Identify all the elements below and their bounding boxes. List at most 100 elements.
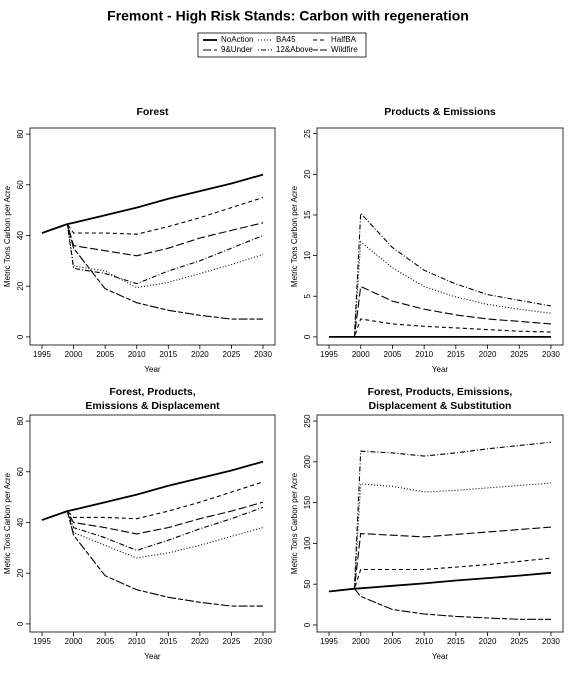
series-line (329, 285, 552, 338)
x-tick-label: 2025 (510, 637, 528, 646)
series-line (41, 223, 263, 320)
series-line (41, 460, 264, 521)
x-tick-label: 2015 (159, 350, 177, 359)
x-tick-label: 1995 (33, 637, 51, 646)
x-tick-label: 2010 (128, 350, 146, 359)
series-line (41, 510, 264, 559)
plot-frame (29, 127, 276, 346)
series-line (41, 223, 264, 285)
series-line (328, 571, 552, 593)
series-line (41, 222, 264, 257)
series-line (328, 557, 552, 593)
x-tick-label: 2015 (447, 637, 465, 646)
y-tick-label: 250 (303, 414, 312, 428)
series-line (41, 173, 264, 234)
x-axis-label: Year (144, 365, 161, 374)
y-tick-label: 25 (303, 129, 312, 138)
y-tick-label: 15 (303, 210, 312, 219)
series-line (41, 481, 264, 521)
series-line (328, 441, 552, 593)
y-tick-label: 0 (303, 622, 312, 627)
x-tick-label: 2030 (254, 637, 272, 646)
figure-title: Fremont - High Risk Stands: Carbon with … (107, 8, 469, 24)
y-axis-label: Metric Tons Carbon per Acre (290, 472, 299, 574)
legend-label: NoAction (221, 35, 253, 44)
y-tick-label: 20 (16, 281, 25, 290)
x-tick-label: 2020 (479, 637, 497, 646)
y-tick-label: 60 (16, 180, 25, 189)
y-axis-label: Metric Tons Carbon per Acre (290, 185, 299, 287)
legend-label: BA45 (276, 35, 296, 44)
x-tick-label: 1995 (320, 350, 338, 359)
panel-title: Forest (136, 106, 169, 118)
y-tick-label: 80 (16, 416, 25, 425)
y-tick-label: 60 (16, 467, 25, 476)
y-tick-label: 40 (16, 517, 25, 526)
x-tick-label: 2020 (191, 637, 209, 646)
x-axis-label: Year (432, 652, 449, 661)
y-tick-label: 5 (303, 293, 312, 298)
x-tick-label: 2030 (542, 350, 560, 359)
series-line (41, 501, 264, 535)
x-tick-label: 2010 (415, 350, 433, 359)
legend-label: HalfBA (331, 35, 357, 44)
x-tick-label: 1995 (320, 637, 338, 646)
x-tick-label: 1995 (33, 350, 51, 359)
series-line (329, 211, 552, 338)
y-tick-label: 0 (303, 334, 312, 339)
y-tick-label: 200 (303, 455, 312, 469)
panel-title: Displacement & Substitution (369, 400, 512, 412)
series-line (328, 526, 552, 593)
x-tick-label: 2030 (254, 350, 272, 359)
legend-label: 9&Under (221, 45, 253, 54)
x-tick-label: 2005 (96, 350, 114, 359)
x-tick-label: 2025 (223, 637, 241, 646)
series-line (41, 196, 264, 235)
x-tick-label: 2025 (223, 350, 241, 359)
x-tick-label: 2000 (65, 637, 83, 646)
x-tick-label: 2005 (384, 350, 402, 359)
y-tick-label: 80 (16, 129, 25, 138)
plot-frame (316, 414, 564, 633)
y-tick-label: 50 (303, 579, 312, 588)
panel-title: Forest, Products, (109, 386, 195, 398)
x-tick-label: 2020 (191, 350, 209, 359)
y-tick-label: 0 (16, 334, 25, 339)
series-line (41, 223, 264, 289)
x-tick-label: 2000 (65, 350, 83, 359)
x-tick-label: 2020 (479, 350, 497, 359)
y-tick-label: 0 (16, 621, 25, 626)
x-tick-label: 2025 (510, 350, 528, 359)
plot-frame (316, 127, 564, 346)
y-axis-label: Metric Tons Carbon per Acre (3, 185, 12, 287)
panel-title: Emissions & Displacement (85, 400, 220, 412)
x-tick-label: 2010 (128, 637, 146, 646)
panel-title: Forest, Products, Emissions, (368, 386, 513, 398)
plot-frame (29, 414, 276, 633)
legend-label: 12&Above (276, 45, 313, 54)
y-tick-label: 20 (16, 568, 25, 577)
y-axis-label: Metric Tons Carbon per Acre (3, 472, 12, 574)
x-tick-label: 2010 (415, 637, 433, 646)
x-tick-label: 2005 (96, 637, 114, 646)
series-line (329, 240, 552, 338)
x-tick-label: 2030 (542, 637, 560, 646)
x-tick-label: 2005 (384, 637, 402, 646)
series-line (328, 588, 551, 620)
y-tick-label: 10 (303, 251, 312, 260)
x-axis-label: Year (144, 652, 161, 661)
y-tick-label: 150 (303, 495, 312, 509)
y-tick-label: 100 (303, 536, 312, 550)
legend-label: Wildfire (331, 45, 358, 54)
legend-box (197, 32, 367, 58)
y-tick-label: 40 (16, 230, 25, 239)
series-line (329, 318, 552, 338)
x-axis-label: Year (432, 365, 449, 374)
x-tick-label: 2015 (447, 350, 465, 359)
series-line (41, 510, 263, 607)
x-tick-label: 2000 (352, 637, 370, 646)
series-line (41, 506, 264, 551)
y-tick-label: 20 (303, 169, 312, 178)
